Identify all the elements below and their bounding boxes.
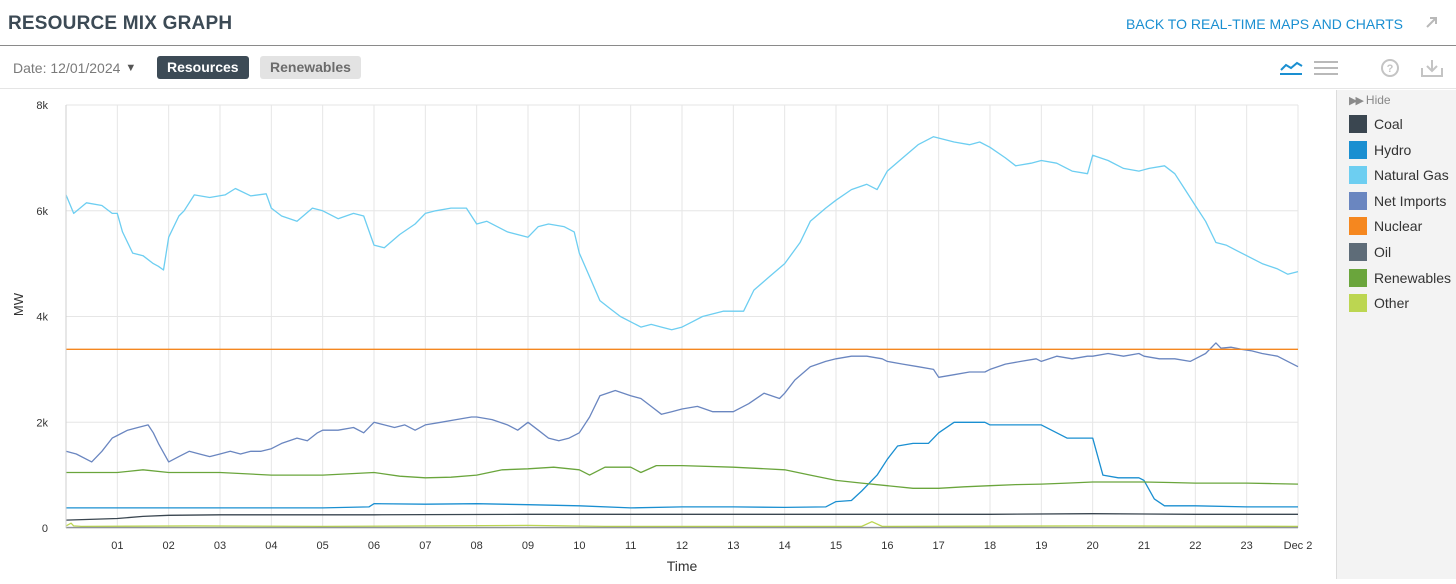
y-tick-label: 8k [36,100,48,112]
legend-label: Other [1374,295,1410,312]
legend-panel: ▶▶ Hide Coal Hydro Natural Gas Net Imports N… [1336,90,1456,579]
x-tick-label: 11 [625,540,636,552]
x-tick-label: 12 [676,540,688,552]
series-line-net-imports[interactable] [65,342,1299,463]
x-tick-label: 07 [419,540,431,552]
legend-label: Coal [1374,116,1403,132]
legend-item[interactable]: Net Imports [1349,191,1446,211]
series-line-coal[interactable] [65,513,1298,521]
x-tick-label: 14 [779,540,791,552]
date-label: Date: 12/01/2024 [13,60,121,76]
legend-hide-toggle[interactable]: ▶▶ Hide [1349,93,1391,107]
legend-swatch [1349,140,1367,159]
y-tick-label: 2k [36,417,48,429]
x-tick-label: 08 [471,540,483,552]
legend-swatch [1349,115,1367,133]
x-tick-label: 23 [1241,540,1253,552]
legend-item[interactable]: Natural Gas [1349,165,1449,185]
x-tick-label: 18 [984,540,996,552]
double-chevron-right-icon: ▶▶ [1349,94,1364,107]
legend-item[interactable]: Oil [1349,242,1391,262]
legend-item[interactable]: Nuclear [1349,216,1422,236]
legend-label: Oil [1374,244,1392,260]
x-tick-label: 09 [522,540,534,552]
legend-swatch [1349,243,1367,261]
x-tick-label: 19 [1035,540,1047,552]
x-tick-label: 20 [1087,540,1099,552]
x-tick-label: 03 [214,540,226,552]
resources-button[interactable]: Resources [157,56,249,79]
x-tick-label: 15 [830,540,842,552]
series-line-natural-gas[interactable] [65,136,1299,331]
legend-label: Renewables [1374,269,1452,286]
x-tick-label: 04 [265,540,277,552]
x-tick-label: 02 [163,540,175,552]
x-axis-title: Time [667,558,698,574]
x-tick-label: 01 [111,540,123,552]
x-tick-label: 17 [933,540,945,552]
y-tick-label: 0 [42,523,48,535]
help-icon[interactable]: ? [1377,58,1403,78]
expand-arrow-icon[interactable] [1424,14,1440,30]
toolbar: Date: 12/01/2024 ▼ Resources Renewables … [0,47,1456,89]
page-header: RESOURCE MIX GRAPH BACK TO REAL-TIME MAP… [0,0,1456,46]
x-tick-label: 06 [368,540,380,552]
y-tick-label: 4k [36,312,48,324]
x-tick-label: 10 [573,540,585,552]
legend-item[interactable]: Hydro [1349,140,1411,160]
svg-text:?: ? [1387,63,1394,75]
back-to-maps-link[interactable]: BACK TO REAL-TIME MAPS AND CHARTS [1126,16,1403,32]
legend-swatch [1349,217,1367,236]
legend-label: Nuclear [1374,218,1423,235]
legend-swatch [1349,294,1367,313]
y-axis-title: MW [11,292,26,316]
legend-swatch [1349,191,1367,210]
legend-item[interactable]: Renewables [1349,268,1451,288]
legend-hide-label: Hide [1365,93,1391,107]
page-title: RESOURCE MIX GRAPH [8,13,233,34]
download-icon[interactable] [1419,58,1445,78]
caret-down-icon: ▼ [125,62,137,74]
line-chart-icon[interactable] [1278,58,1304,78]
renewables-button[interactable]: Renewables [260,56,361,79]
x-tick-label: 22 [1189,540,1201,552]
legend-item[interactable]: Coal [1349,114,1403,134]
x-tick-label: 21 [1138,540,1150,552]
series-line-hydro[interactable] [66,421,1298,509]
x-tick-label: Dec 2 [1284,540,1313,552]
chart-area: 0 2k 4k 6k 8k 01 02 03 04 05 06 07 08 09 10 11 12 13 14 15 1… [0,90,1335,579]
y-tick-label: 6k [36,206,48,218]
table-icon[interactable] [1313,58,1339,78]
legend-label: Net Imports [1374,192,1447,209]
x-tick-label: 13 [727,540,739,552]
date-selector[interactable]: Date: 12/01/2024 ▼ [13,60,136,76]
legend-swatch [1349,166,1367,185]
resource-mix-chart: 0 2k 4k 6k 8k 01 02 03 04 05 06 07 08 09 10 11 12 13 14 15 1… [11,100,1313,574]
x-tick-label: 05 [317,540,329,552]
series-line-renewables[interactable] [66,464,1299,489]
legend-item[interactable]: Other [1349,293,1409,313]
x-tick-label: 16 [881,540,893,552]
series-line-other[interactable] [65,521,1299,528]
legend-label: Natural Gas [1374,167,1449,184]
legend-label: Hydro [1374,141,1412,158]
legend-swatch [1349,268,1367,287]
